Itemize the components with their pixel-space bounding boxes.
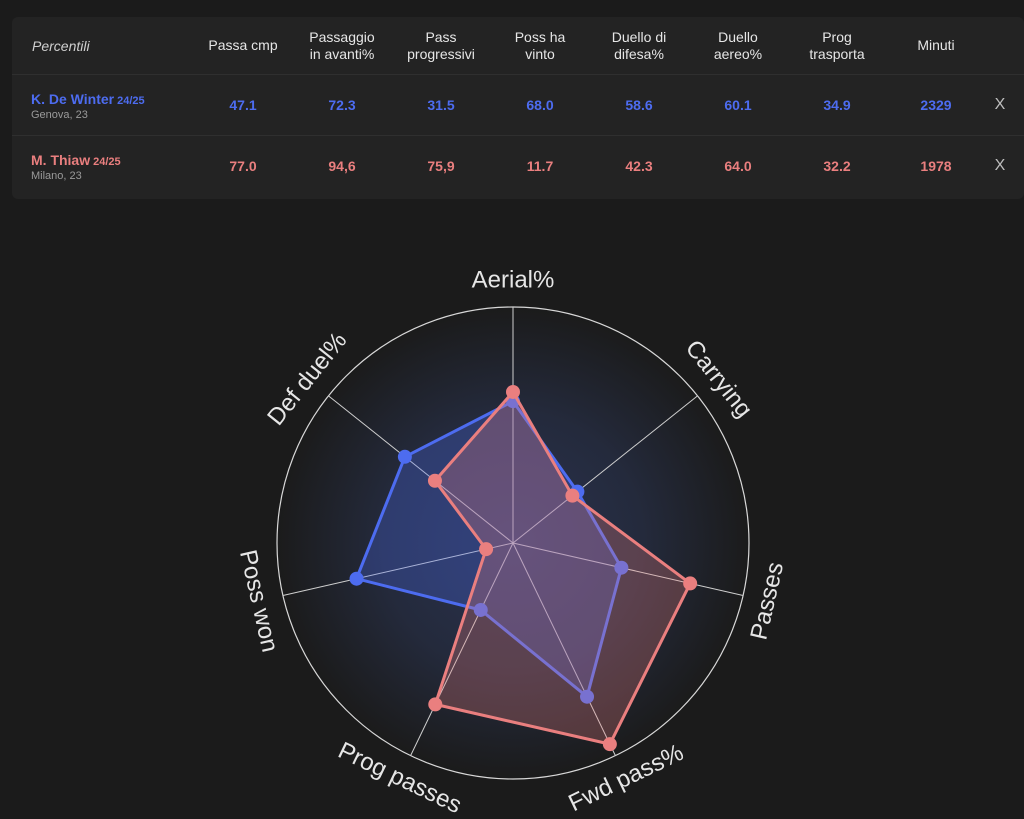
value-cell: 42.3 bbox=[625, 158, 653, 174]
data-point bbox=[479, 542, 494, 557]
value-cell: 77.0 bbox=[229, 158, 257, 174]
data-point bbox=[349, 571, 364, 586]
value-cell: 11.7 bbox=[526, 158, 554, 174]
player-subtitle: Milano, 23 bbox=[31, 170, 82, 182]
percentile-table: Percentili Passa cmp Passaggio in avanti… bbox=[12, 17, 1024, 199]
value-cell: 72.3 bbox=[328, 97, 356, 113]
data-point bbox=[565, 488, 580, 503]
series-area-2 bbox=[433, 390, 692, 746]
col-header-minuti[interactable]: Minuti bbox=[917, 37, 955, 53]
table-header: Percentili Passa cmp Passaggio in avanti… bbox=[12, 17, 1024, 75]
data-point bbox=[506, 384, 520, 399]
value-cell: 34.9 bbox=[823, 97, 851, 113]
player-row-thiaw: M. Thiaw 24/25 Milano, 23 77.0 94,6 75,9 … bbox=[12, 136, 1024, 196]
data-point bbox=[428, 697, 443, 712]
value-cell: 32.2 bbox=[823, 158, 851, 174]
data-point bbox=[614, 560, 629, 575]
axis-label: Aerial% bbox=[472, 266, 555, 293]
value-cell: 47.1 bbox=[229, 97, 257, 113]
col-header-poss-vinto[interactable]: Poss ha vinto bbox=[514, 28, 566, 62]
data-point bbox=[602, 737, 617, 752]
col-header-prog-trasporta[interactable]: Prog trasporta bbox=[809, 28, 865, 62]
data-point bbox=[427, 473, 442, 488]
axis-label: Passes bbox=[745, 560, 789, 643]
value-cell: 60.1 bbox=[724, 97, 752, 113]
value-cell: 75,9 bbox=[427, 158, 455, 174]
value-cell: 64.0 bbox=[724, 158, 752, 174]
value-cell: 1978 bbox=[920, 158, 952, 174]
axis-label: Poss won bbox=[234, 547, 283, 654]
value-cell: 31.5 bbox=[427, 97, 455, 113]
radar-spoke bbox=[328, 395, 514, 544]
player-subtitle: Genova, 23 bbox=[31, 109, 88, 121]
radar-spoke bbox=[512, 395, 698, 544]
col-header-passa-cmp[interactable]: Passa cmp bbox=[208, 37, 278, 53]
col-header-passaggio-avanti[interactable]: Passaggio in avanti% bbox=[309, 28, 375, 62]
corner-label: Percentili bbox=[32, 37, 90, 54]
value-cell: 68.0 bbox=[526, 97, 554, 113]
col-header-duello-aereo[interactable]: Duello aereo% bbox=[713, 28, 763, 62]
player-name[interactable]: M. Thiaw 24/25 bbox=[31, 152, 121, 168]
radar-spoke bbox=[512, 542, 616, 756]
col-header-duello-difesa[interactable]: Duello di difesa% bbox=[611, 28, 667, 62]
data-point bbox=[683, 576, 698, 591]
value-cell: 58.6 bbox=[625, 97, 653, 113]
remove-player-button[interactable]: X bbox=[994, 157, 1006, 174]
remove-player-button[interactable]: X bbox=[994, 96, 1006, 113]
player-name[interactable]: K. De Winter 24/25 bbox=[31, 91, 145, 107]
value-cell: 94,6 bbox=[328, 158, 356, 174]
data-point bbox=[473, 602, 488, 617]
data-point bbox=[397, 449, 412, 464]
col-header-pass-progressivi[interactable]: Pass progressivi bbox=[407, 28, 475, 62]
player-row-de-winter: K. De Winter 24/25 Genova, 23 47.1 72.3 3… bbox=[12, 75, 1024, 136]
radar-spoke bbox=[410, 542, 514, 756]
data-point bbox=[580, 689, 595, 704]
value-cell: 2329 bbox=[920, 97, 952, 113]
radar-spoke bbox=[282, 542, 514, 597]
